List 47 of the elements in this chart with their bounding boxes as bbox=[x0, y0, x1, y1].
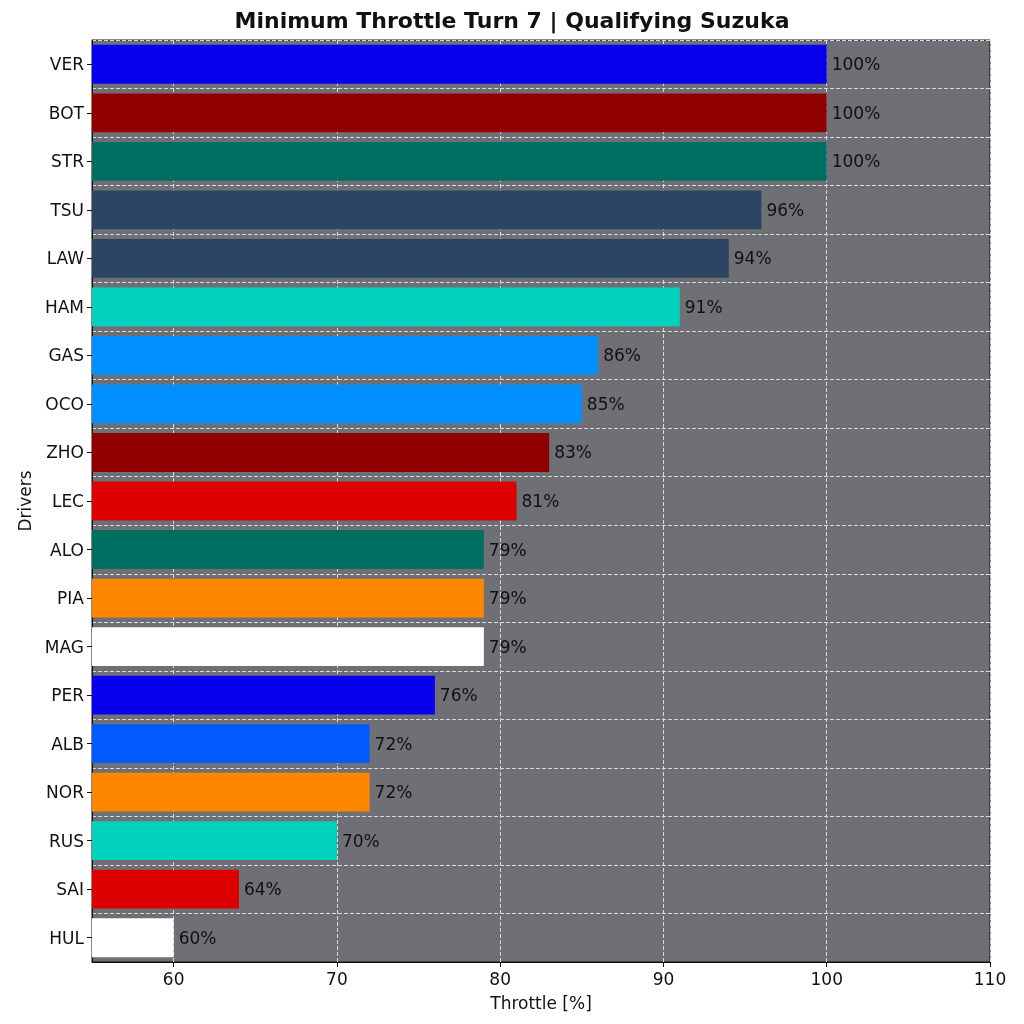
y-axis-title: Drivers bbox=[15, 470, 36, 532]
data-label: 85% bbox=[586, 393, 625, 414]
x-axis-title: Throttle [%] bbox=[489, 992, 592, 1013]
y-tick-label: LAW bbox=[46, 248, 85, 269]
y-tick-label: MAG bbox=[44, 636, 84, 657]
data-label: 79% bbox=[488, 636, 527, 657]
y-tick-label: LEC bbox=[51, 491, 84, 511]
data-label: 86% bbox=[603, 345, 641, 366]
x-tick-label: 100 bbox=[810, 968, 843, 989]
data-label: 83% bbox=[554, 442, 592, 463]
data-label: 76% bbox=[439, 685, 478, 706]
data-label: 100% bbox=[831, 102, 881, 123]
y-tick-label: VER bbox=[49, 54, 85, 75]
x-tick-label: 60 bbox=[162, 968, 185, 989]
y-tick-label: PIA bbox=[57, 588, 85, 609]
y-tick-label: PER bbox=[51, 685, 85, 706]
chart-title: Minimum Throttle Turn 7 | Qualifying Suzuka bbox=[234, 7, 790, 34]
data-label: 100% bbox=[831, 54, 881, 75]
data-label: 79% bbox=[488, 588, 527, 609]
y-tick-label: STR bbox=[51, 151, 85, 172]
y-tick-label: TSU bbox=[49, 199, 84, 220]
data-label: 70% bbox=[341, 830, 380, 851]
data-label: 91% bbox=[684, 296, 723, 317]
y-tick-label: HUL bbox=[49, 927, 85, 948]
x-tick-label: 90 bbox=[652, 968, 675, 989]
y-tick-label: NOR bbox=[46, 782, 85, 803]
data-label: 79% bbox=[488, 539, 527, 560]
y-tick-label: GAS bbox=[48, 345, 84, 366]
data-label: 81% bbox=[521, 491, 560, 511]
data-label: 96% bbox=[766, 199, 805, 220]
data-label: 64% bbox=[243, 879, 282, 900]
data-label: 100% bbox=[831, 151, 881, 172]
x-tick-label: 110 bbox=[973, 968, 1007, 989]
y-tick-label: ZHO bbox=[46, 442, 84, 463]
data-label: 60% bbox=[178, 927, 217, 948]
y-tick-label: ALB bbox=[51, 733, 84, 754]
x-tick-label: 70 bbox=[326, 968, 348, 989]
x-tick-label: 80 bbox=[489, 968, 511, 989]
y-tick-label: SAI bbox=[56, 879, 84, 900]
data-label: 72% bbox=[374, 782, 413, 803]
data-label: 72% bbox=[374, 733, 413, 754]
y-tick-label: ALO bbox=[50, 539, 84, 560]
y-tick-label: RUS bbox=[48, 830, 84, 851]
y-tick-label: OCO bbox=[45, 393, 84, 414]
data-label: 94% bbox=[733, 248, 772, 269]
y-tick-label: HAM bbox=[44, 296, 84, 317]
y-tick-label: BOT bbox=[48, 102, 85, 123]
